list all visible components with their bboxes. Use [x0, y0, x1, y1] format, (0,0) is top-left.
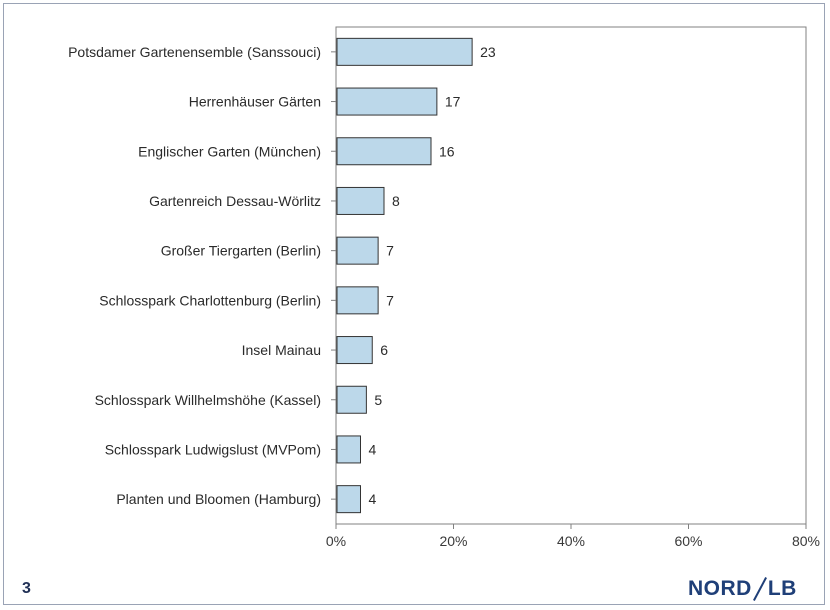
logo-text-left: NORD: [688, 577, 752, 600]
bar: [336, 137, 432, 166]
bar: [336, 37, 473, 66]
data-label: 7: [386, 243, 394, 259]
bar: [336, 286, 379, 315]
data-label: 4: [369, 441, 377, 457]
x-tick-label: 60%: [674, 533, 702, 549]
category-label: Gartenreich Dessau-Wörlitz: [149, 193, 321, 209]
data-label: 5: [374, 392, 382, 408]
page-number: 3: [22, 580, 31, 597]
data-label: 17: [445, 94, 461, 110]
bar: [336, 236, 379, 265]
data-label: 8: [392, 193, 400, 209]
data-label: 7: [386, 292, 394, 308]
logo-slash-icon: [752, 577, 767, 601]
category-label: Planten und Bloomen (Hamburg): [116, 491, 321, 507]
bar: [336, 336, 373, 365]
category-label: Schlosspark Charlottenburg (Berlin): [99, 292, 321, 308]
category-label: Großer Tiergarten (Berlin): [161, 243, 321, 259]
data-label: 23: [480, 44, 496, 60]
category-label: Englischer Garten (München): [138, 143, 321, 159]
x-tick-label: 80%: [792, 533, 820, 549]
nord-lb-logo: NORD LB: [688, 576, 797, 602]
bar: [336, 87, 438, 116]
data-label: 4: [369, 491, 377, 507]
category-label: Schlosspark Ludwigslust (MVPom): [105, 441, 321, 457]
data-label: 16: [439, 143, 455, 159]
category-label: Herrenhäuser Gärten: [189, 94, 321, 110]
x-tick-label: 20%: [439, 533, 467, 549]
logo-text-right: LB: [767, 577, 797, 600]
bar: [336, 435, 361, 464]
bar: [336, 186, 385, 215]
category-label: Potsdamer Gartenensemble (Sanssouci): [68, 44, 321, 60]
x-tick-label: 0%: [326, 533, 346, 549]
data-label: 6: [380, 342, 388, 358]
category-label: Insel Mainau: [242, 342, 321, 358]
category-label: Schlosspark Willhelmshöhe (Kassel): [95, 392, 321, 408]
x-tick-label: 40%: [557, 533, 585, 549]
bar: [336, 485, 361, 514]
bar: [336, 385, 367, 414]
